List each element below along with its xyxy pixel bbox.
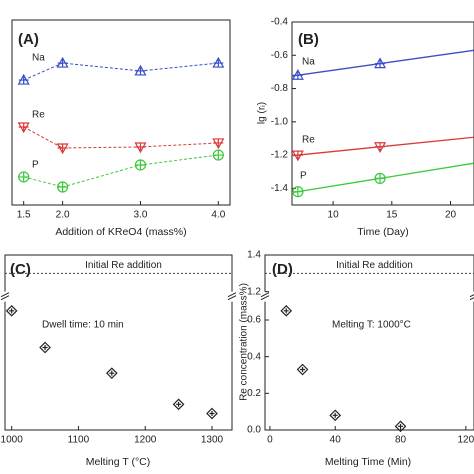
- axis-frame: [11, 19, 231, 206]
- marker: [134, 64, 147, 76]
- x-axis-title: Melting Time (Min): [325, 456, 411, 468]
- series-name: Re: [32, 110, 45, 121]
- marker: [280, 304, 293, 317]
- x-axis-title: Melting T (°C): [86, 456, 151, 468]
- y-axis-title: Re concentration (mass%): [239, 283, 250, 401]
- x-tick-label: 1300: [201, 435, 224, 446]
- y-tick-label: -0.4: [271, 17, 289, 28]
- y-tick-label: -1.4: [271, 183, 289, 194]
- y-tick-label: -1.0: [271, 116, 289, 127]
- marker: [374, 142, 387, 154]
- panel-label: (B): [298, 31, 319, 48]
- marker: [292, 186, 304, 198]
- panel-label: (A): [18, 31, 39, 48]
- y-tick-label: 0.6: [247, 315, 261, 326]
- x-tick-label: 40: [330, 435, 342, 446]
- series-name: P: [32, 160, 39, 171]
- marker: [105, 367, 118, 380]
- x-tick-label: 20: [445, 210, 457, 221]
- axis-break-gap: [261, 291, 269, 302]
- x-tick-label: 1200: [134, 435, 157, 446]
- y-tick-label: 1.2: [247, 286, 261, 297]
- marker: [212, 149, 224, 161]
- marker: [291, 150, 304, 162]
- axis-break-gap: [1, 291, 9, 302]
- x-tick-label: 1100: [68, 435, 90, 446]
- axis-frame: [264, 254, 474, 431]
- x-tick-label: 0: [267, 435, 273, 446]
- x-tick-label: 80: [395, 435, 407, 446]
- axis-break: [0, 295, 10, 301]
- axis-break-gap: [470, 291, 474, 302]
- axis-break: [227, 292, 237, 298]
- axis-break-gap: [228, 291, 236, 302]
- marker: [296, 363, 309, 376]
- marker: [56, 56, 69, 68]
- y-tick-label: -0.6: [271, 50, 289, 61]
- marker: [374, 57, 387, 69]
- axis-break: [0, 292, 10, 298]
- marker: [17, 73, 30, 85]
- marker: [212, 138, 225, 150]
- marker: [18, 171, 30, 183]
- x-tick-label: 120: [457, 435, 474, 446]
- x-tick-label: 10: [328, 210, 340, 221]
- x-tick-label: 4.0: [211, 210, 225, 221]
- series-name: Na: [302, 57, 315, 68]
- axis-break: [260, 292, 270, 298]
- marker: [134, 142, 147, 154]
- x-axis-title: Addition of KReO4 (mass%): [55, 226, 186, 238]
- y-tick-label: 0.4: [247, 351, 261, 362]
- annotation: Dwell time: 10 min: [42, 320, 124, 331]
- x-tick-label: 2.0: [56, 210, 70, 221]
- y-tick-label: -1.2: [271, 150, 289, 161]
- marker: [134, 159, 147, 171]
- y-tick-label: 0.2: [247, 388, 261, 399]
- axis-frame: [291, 21, 474, 206]
- series-name: Na: [32, 53, 45, 64]
- x-tick-label: 1000: [1, 435, 24, 446]
- marker: [57, 181, 69, 193]
- reference-label: Initial Re addition: [336, 260, 413, 271]
- marker: [5, 304, 18, 317]
- series-line: [23, 154, 219, 188]
- y-tick-label: 1.4: [247, 250, 261, 261]
- x-tick-label: 3.0: [134, 210, 148, 221]
- series-line: [23, 126, 219, 149]
- marker: [172, 398, 185, 411]
- y-tick-label: 0.0: [247, 425, 261, 436]
- marker: [212, 56, 225, 68]
- x-tick-label: 1.5: [17, 210, 31, 221]
- x-tick-label: 15: [386, 210, 398, 221]
- annotation: Melting T: 1000°C: [332, 320, 411, 331]
- series-line: [23, 62, 219, 81]
- marker: [291, 69, 304, 80]
- marker: [329, 409, 342, 422]
- marker: [17, 122, 30, 134]
- series-name: Re: [302, 135, 315, 146]
- marker: [374, 172, 386, 184]
- axis-break: [260, 295, 270, 301]
- axis-frame: [4, 254, 233, 431]
- marker: [394, 420, 407, 433]
- axis-break: [469, 294, 474, 298]
- axis-break: [227, 295, 237, 301]
- panel-label: (C): [10, 261, 31, 278]
- marker: [39, 341, 51, 354]
- x-axis-title: Time (Day): [357, 226, 409, 238]
- reference-label: Initial Re addition: [85, 260, 162, 271]
- marker: [206, 407, 218, 420]
- series-name: P: [300, 171, 307, 182]
- y-axis-title: lg (rᵢ): [257, 102, 268, 124]
- panel-label: (D): [272, 261, 293, 278]
- marker: [56, 143, 69, 155]
- y-tick-label: -0.8: [271, 83, 289, 94]
- axis-break: [469, 297, 474, 301]
